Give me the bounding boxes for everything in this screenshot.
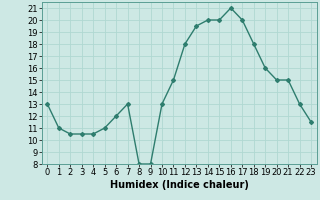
X-axis label: Humidex (Indice chaleur): Humidex (Indice chaleur) <box>110 180 249 190</box>
